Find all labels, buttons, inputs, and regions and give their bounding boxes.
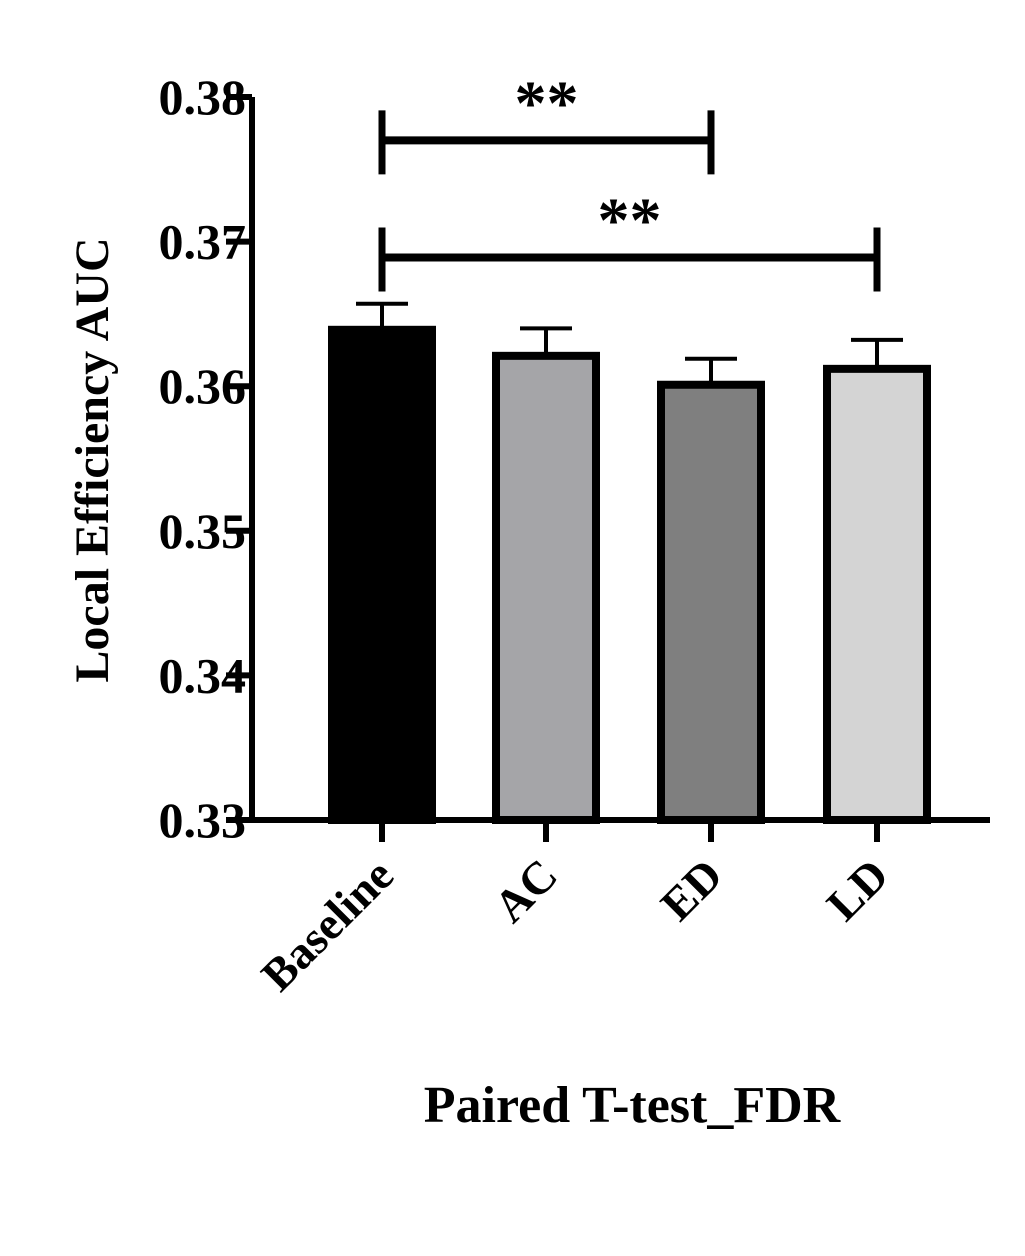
y-tick-label: 0.35 <box>159 503 247 559</box>
axes-layer <box>249 97 990 823</box>
y-tick-label: 0.38 <box>159 69 247 125</box>
significance-label: ** <box>598 185 662 256</box>
bar-ld <box>823 364 931 824</box>
y-tick-label: 0.36 <box>159 358 247 414</box>
y-tick-label: 0.33 <box>159 792 247 848</box>
x-tick-label-ac: AC <box>484 849 567 932</box>
y-ticks-layer: 0.33 0.34 0.35 0.36 0.37 0.38 <box>159 69 252 848</box>
bar-ed <box>657 380 765 824</box>
x-tick-label-baseline: Baseline <box>251 849 403 1001</box>
bar-ac <box>492 351 600 824</box>
significance-label: ** <box>515 67 579 138</box>
bars-layer <box>328 325 931 824</box>
significance-annotations: ** ** <box>378 67 881 292</box>
x-tick-label-ld: LD <box>817 849 898 930</box>
x-tick-label-ed: ED <box>651 849 732 930</box>
y-axis-label: Local Efficiency AUC <box>66 237 119 682</box>
y-tick-label: 0.34 <box>159 647 247 703</box>
bar-baseline <box>328 325 436 824</box>
y-tick-label: 0.37 <box>159 214 247 270</box>
error-bars-layer <box>356 301 903 385</box>
x-axis-label: Paired T-test_FDR <box>424 1077 842 1134</box>
x-ticks-layer: Baseline AC ED LD <box>251 820 898 1001</box>
